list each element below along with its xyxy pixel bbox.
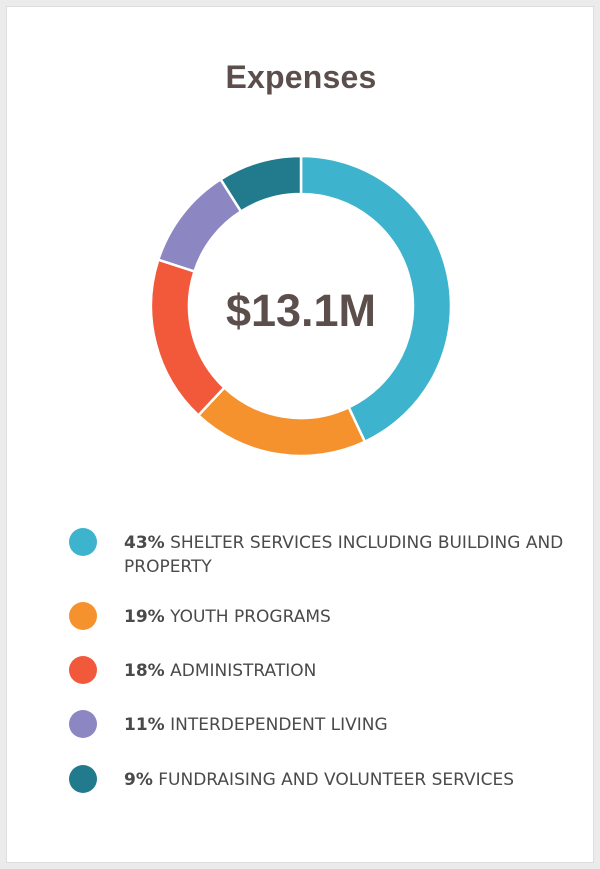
legend-swatch xyxy=(69,528,97,556)
legend-label: 18% ADMINISTRATION xyxy=(124,659,564,683)
legend-label: 11% INTERDEPENDENT LIVING xyxy=(124,713,564,737)
legend-swatch xyxy=(69,602,97,630)
legend-percent: 19% xyxy=(124,607,165,627)
donut-chart: $13.1M xyxy=(150,155,452,457)
legend-category: YOUTH PROGRAMS xyxy=(170,607,331,627)
legend-percent: 11% xyxy=(124,715,165,735)
donut-slices xyxy=(150,155,452,457)
chart-title: Expenses xyxy=(225,59,377,95)
donut-slice-3 xyxy=(150,258,227,418)
legend-category: INTERDEPENDENT LIVING xyxy=(170,715,388,735)
legend-label: 19% YOUTH PROGRAMS xyxy=(124,605,564,629)
donut-slice-2 xyxy=(196,385,367,457)
legend-percent: 18% xyxy=(124,661,165,681)
donut-slice-5 xyxy=(218,155,303,214)
legend-label: 9% FUNDRAISING AND VOLUNTEER SERVICES xyxy=(124,768,564,792)
expenses-card: Expenses $13.1M 43% SHELTER SERVICES INC… xyxy=(6,6,594,863)
legend-category: FUNDRAISING AND VOLUNTEER SERVICES xyxy=(158,770,515,790)
donut-slice-1 xyxy=(299,155,452,444)
legend-label: 43% SHELTER SERVICES INCLUDING BUILDING … xyxy=(124,531,564,579)
legend-category: ADMINISTRATION xyxy=(170,661,317,681)
legend-swatch xyxy=(69,710,97,738)
legend-category: SHELTER SERVICES INCLUDING BUILDING AND … xyxy=(124,533,564,577)
legend-percent: 9% xyxy=(124,770,153,790)
legend-swatch xyxy=(69,765,97,793)
legend-swatch xyxy=(69,656,97,684)
total-amount: $13.1M xyxy=(226,285,376,336)
legend-percent: 43% xyxy=(124,533,165,553)
